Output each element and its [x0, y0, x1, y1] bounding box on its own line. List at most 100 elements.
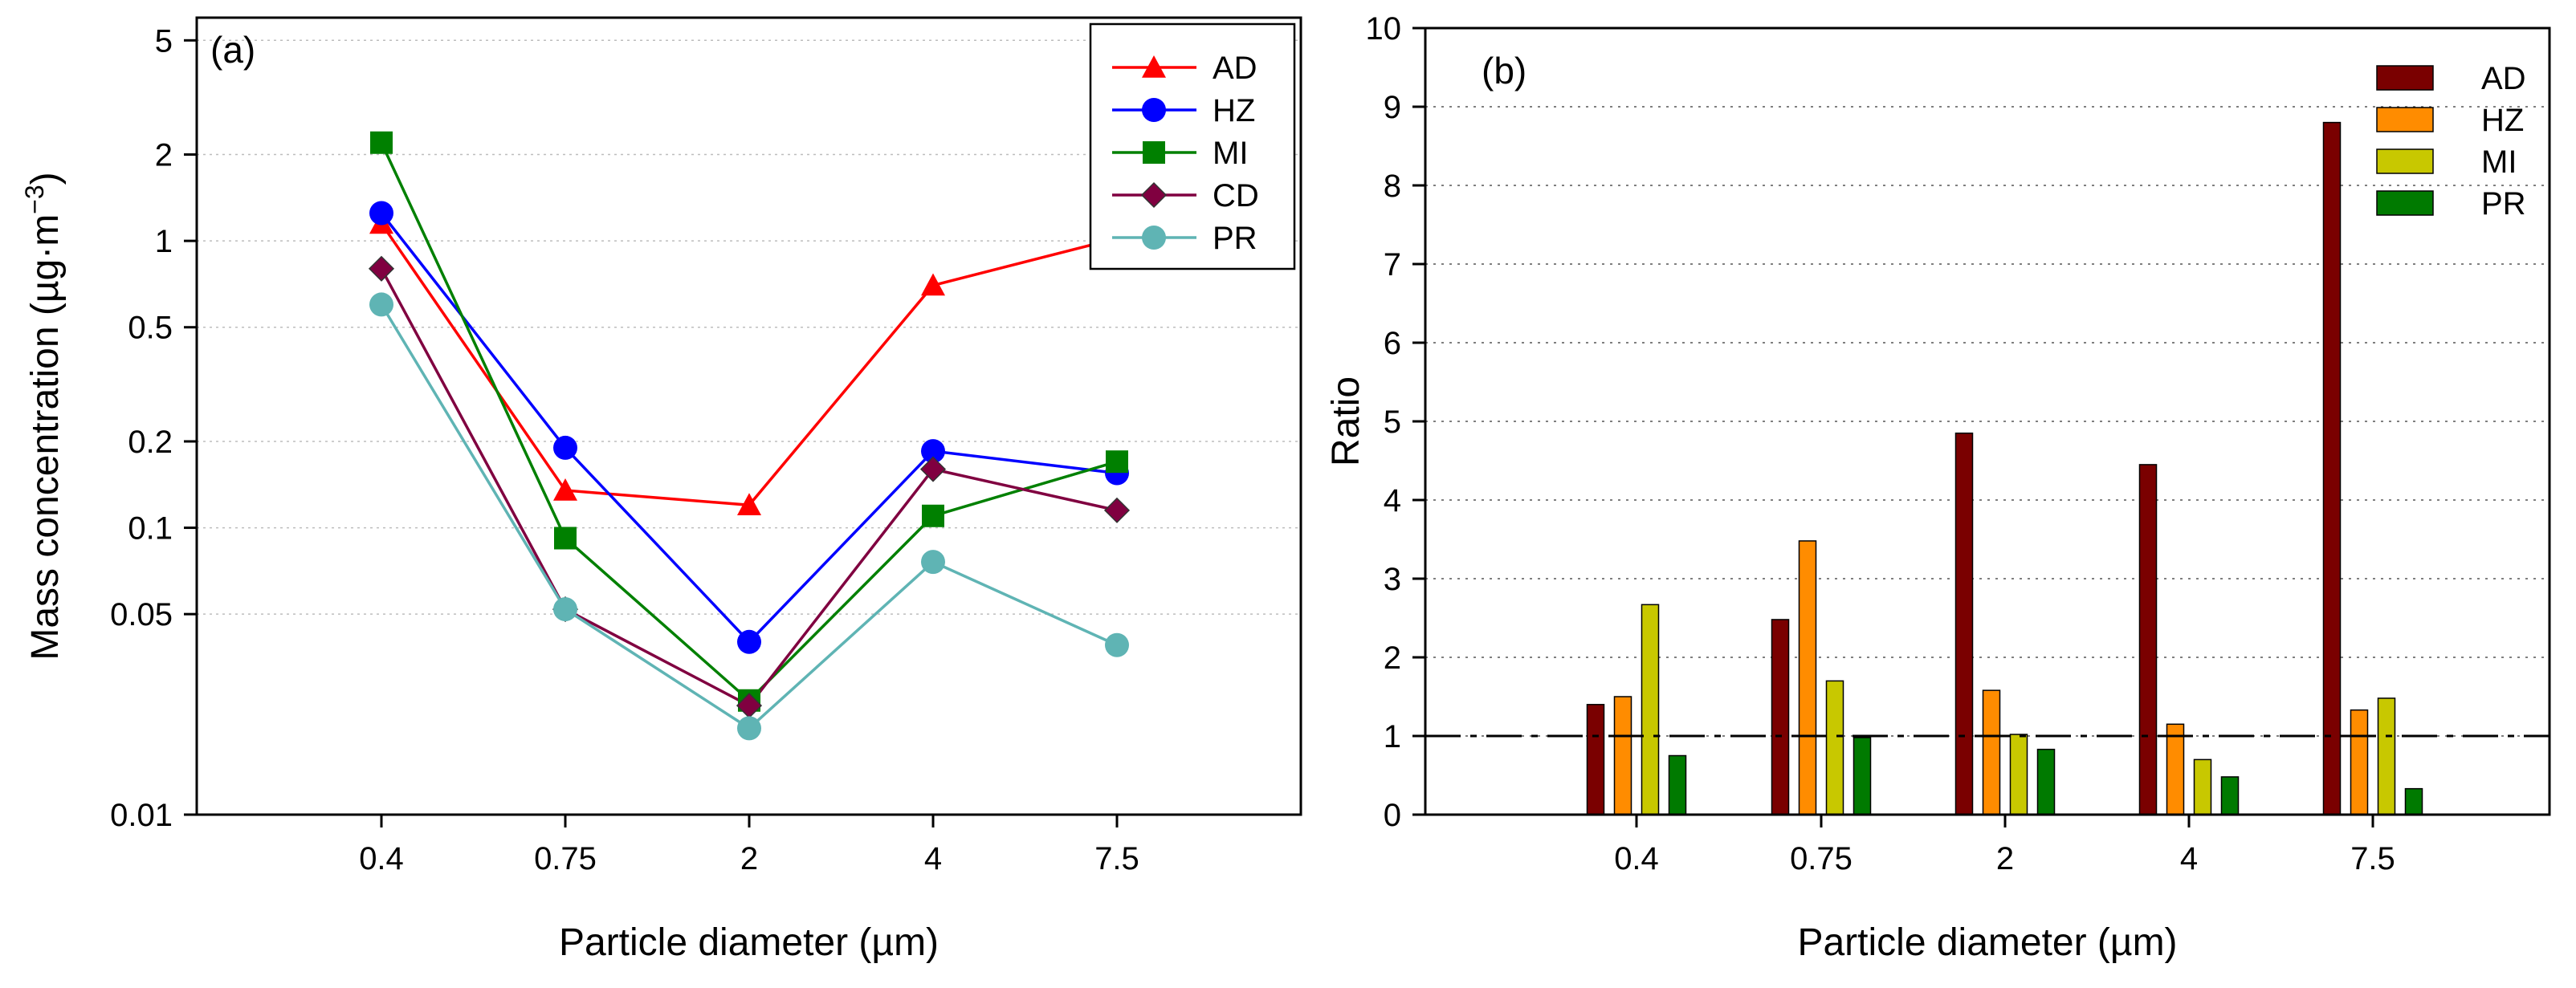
data-point-hz-2 [737, 629, 761, 654]
bar-pr-0-4 [1668, 754, 1687, 815]
panel-a-y-tick-label: 0.2 [128, 425, 173, 460]
data-point-mi-0-4 [370, 131, 393, 154]
panel-b-y-tick-label: 7 [1384, 247, 1401, 283]
panel-a-series-markers [368, 131, 1131, 741]
bar-pr-2 [2036, 748, 2056, 815]
panel-b-x-axis-ticks: 0.4 0.75 2 4 7.5 [1614, 815, 2395, 876]
panel-a-mass-concentration-chart: 0.01 0.05 0.1 0.2 0.5 1 2 5 0.4 0.75 2 4 7.5 (a) Pa… [20, 16, 1302, 964]
bar-hz-0-4 [1613, 696, 1632, 815]
bar-ad-0-4 [1586, 704, 1605, 815]
bar-mi-7-5 [2377, 697, 2396, 815]
panel-a-y-axis-title: Mass concentration (µg·m−3) [20, 172, 67, 660]
panel-a-y-axis-ticks: 0.01 0.05 0.1 0.2 0.5 1 2 5 [110, 23, 197, 833]
data-point-ad-4 [921, 273, 945, 296]
panel-a-y-tick-label: 0.5 [128, 311, 173, 346]
legend-label-ad: AD [2481, 61, 2526, 96]
bar-pr-7-5 [2404, 787, 2423, 815]
series-line-mi [380, 142, 1118, 703]
panel-b-y-axis-title: Ratio [1325, 376, 1367, 466]
bar-hz-4 [2166, 723, 2185, 815]
series-line-ad [380, 222, 1118, 507]
legend-swatch-pr [2376, 190, 2434, 216]
panel-a-y-axis-title-superscript: −3 [20, 185, 49, 213]
panel-b-y-axis-ticks: 0 1 2 3 4 5 6 7 8 9 10 [1366, 11, 1425, 833]
bar-pr-4 [2220, 776, 2240, 815]
panel-a-label: (a) [210, 29, 255, 71]
bar-mi-0-4 [1641, 604, 1660, 815]
data-point-pr-2 [737, 716, 761, 741]
legend-marker-hz [1142, 98, 1166, 122]
panel-b-x-tick-label: 0.4 [1614, 841, 1659, 876]
legend-label-cd: CD [1213, 178, 1259, 213]
panel-b-y-tick-label: 0 [1384, 798, 1401, 833]
panel-a-y-tick-label: 5 [155, 23, 173, 59]
data-point-cd-4 [919, 456, 947, 482]
panel-a-x-tick-label: 0.75 [534, 841, 597, 876]
data-point-cd-0-4 [368, 255, 395, 282]
data-point-pr-7-5 [1105, 632, 1129, 657]
series-line-hz [380, 212, 1118, 644]
bar-ad-7-5 [2322, 121, 2342, 815]
bar-hz-0-75 [1798, 540, 1817, 815]
panel-b-x-tick-label: 7.5 [2350, 841, 2395, 876]
bar-mi-2 [2009, 734, 2028, 815]
panel-a-legend: AD HZ MI CD PR [1089, 22, 1296, 270]
legend-marker-pr [1142, 226, 1166, 250]
panel-a-x-axis-ticks: 0.4 0.75 2 4 7.5 [359, 815, 1139, 876]
bar-hz-7-5 [2350, 709, 2369, 815]
legend-label-hz: HZ [1213, 93, 1255, 128]
panel-a-y-tick-label: 1 [155, 224, 173, 259]
panel-a-y-axis-title-main: Mass concentration (µg·m [24, 214, 67, 661]
panel-b-label: (b) [1482, 50, 1526, 91]
data-point-ad-2 [737, 493, 761, 516]
panel-a-y-tick-label: 2 [155, 138, 173, 173]
legend-label-hz: HZ [2481, 103, 2524, 138]
panel-a-y-tick-label: 0.05 [110, 597, 173, 632]
legend-label-pr: PR [2481, 186, 2526, 222]
panel-b-y-tick-label: 1 [1384, 719, 1401, 754]
legend-marker-cd [1140, 181, 1168, 209]
legend-label-mi: MI [2481, 144, 2517, 180]
panel-b-y-tick-label: 2 [1384, 640, 1401, 676]
legend-label-pr: PR [1213, 221, 1257, 256]
bar-ad-0-75 [1771, 619, 1790, 815]
bar-hz-2 [1982, 689, 2001, 815]
panel-b-y-tick-label: 8 [1384, 169, 1401, 204]
bar-pr-0-75 [1853, 737, 1872, 815]
data-point-pr-0-4 [369, 292, 393, 317]
legend-label-ad: AD [1213, 51, 1257, 86]
data-point-pr-0-75 [553, 597, 577, 622]
legend-swatch-mi [2376, 148, 2434, 174]
data-point-mi-4 [922, 504, 944, 527]
series-line-pr [380, 303, 1118, 730]
legend-swatch-hz [2376, 107, 2434, 132]
data-point-ad-0-75 [553, 478, 577, 501]
legend-swatch-ad [2376, 65, 2434, 91]
panel-b-y-tick-label: 9 [1384, 90, 1401, 125]
bar-ad-2 [1954, 432, 1974, 815]
panel-b-y-tick-label: 3 [1384, 562, 1401, 597]
panel-b-bars [1586, 121, 2423, 815]
panel-b-legend: AD HZ MI PR [2376, 61, 2526, 222]
panel-a-x-tick-label: 0.4 [359, 841, 404, 876]
panel-a-x-tick-label: 2 [740, 841, 758, 876]
panel-a-y-tick-label: 0.01 [110, 798, 173, 833]
data-point-pr-4 [921, 550, 945, 575]
panel-b-x-tick-label: 0.75 [1790, 841, 1853, 876]
bar-mi-0-75 [1825, 680, 1844, 815]
data-point-mi-7-5 [1106, 450, 1128, 474]
panel-a-x-tick-label: 4 [924, 841, 942, 876]
panel-a-y-tick-label: 0.1 [128, 511, 173, 547]
legend-marker-ad [1142, 55, 1166, 78]
panel-a-y-axis-title-close: ) [24, 172, 67, 185]
panel-b-x-tick-label: 2 [1996, 841, 2014, 876]
panel-b-x-axis-title: Particle diameter (µm) [1797, 921, 2177, 964]
bar-mi-4 [2193, 758, 2212, 815]
data-point-hz-0-75 [553, 435, 577, 460]
bar-ad-4 [2138, 464, 2158, 815]
legend-label-mi: MI [1213, 136, 1248, 171]
panel-b-x-tick-label: 4 [2180, 841, 2198, 876]
panel-a-x-tick-label: 7.5 [1094, 841, 1139, 876]
panel-b-y-tick-label: 6 [1384, 326, 1401, 361]
